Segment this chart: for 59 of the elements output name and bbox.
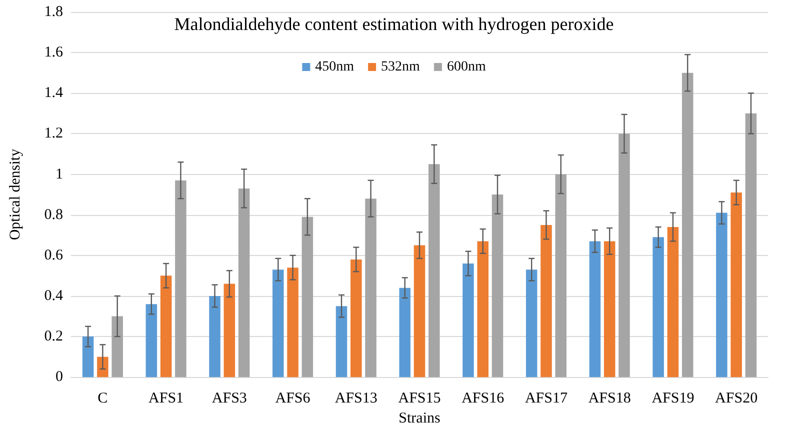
x-tick-label: AFS15 — [398, 390, 441, 407]
bar — [462, 264, 474, 378]
bar — [146, 304, 158, 378]
bar — [526, 270, 538, 378]
bar — [618, 134, 630, 378]
x-tick-label: AFS1 — [148, 390, 184, 407]
bar — [477, 241, 488, 378]
y-axis-title: Optical density — [8, 148, 24, 240]
bar — [492, 194, 504, 378]
y-tick-label: 1.2 — [44, 126, 63, 142]
bar — [336, 306, 348, 378]
y-tick-label: 1.4 — [44, 85, 64, 102]
x-tick-label: AFS20 — [715, 390, 758, 407]
bar — [82, 336, 94, 378]
bar — [209, 296, 220, 378]
bar — [302, 216, 314, 378]
x-tick-label: AFS18 — [588, 390, 631, 407]
bar — [652, 237, 664, 378]
bar — [399, 288, 410, 378]
bar — [175, 180, 186, 378]
bar — [224, 284, 236, 378]
y-tick-label: 0.8 — [44, 206, 63, 223]
x-tick-label: C — [98, 390, 108, 407]
x-tick-label: AFS3 — [212, 390, 247, 407]
bar — [160, 276, 172, 378]
bar — [716, 212, 728, 378]
bar — [365, 198, 376, 378]
bar — [287, 268, 298, 378]
legend-label: 532nm — [381, 60, 420, 74]
y-tick-label: 1 — [56, 166, 63, 182]
legend-label: 450nm — [315, 60, 354, 74]
bar — [555, 174, 567, 378]
bar — [428, 164, 440, 378]
x-tick-label: AFS19 — [652, 390, 694, 407]
bar — [272, 270, 284, 378]
chart-title: Malondialdehyde content estimation with hydrogen peroxide — [174, 14, 614, 34]
x-tick-label: AFS17 — [524, 390, 568, 407]
y-tick-label: 0.6 — [44, 247, 64, 264]
bar — [682, 72, 694, 378]
y-tick-label: 1.8 — [44, 4, 63, 20]
bar — [112, 316, 123, 378]
bar — [745, 113, 757, 378]
y-tick-label: 0 — [56, 369, 63, 386]
bar — [238, 188, 250, 378]
bar — [350, 259, 362, 378]
x-tick-label: AFS16 — [462, 390, 505, 407]
x-axis-title: Strains — [398, 410, 440, 426]
y-tick-label: 0.4 — [44, 288, 64, 304]
bar — [604, 241, 616, 378]
bar — [667, 227, 679, 378]
bar — [589, 241, 601, 378]
bar — [730, 192, 742, 378]
y-tick-label: 1.6 — [44, 44, 64, 61]
bar — [414, 245, 426, 378]
bar — [540, 224, 552, 378]
y-tick-label: 0.2 — [44, 328, 63, 345]
x-tick-label: AFS13 — [334, 390, 378, 407]
legend-label: 600nm — [446, 60, 486, 74]
x-tick-label: AFS6 — [275, 390, 311, 407]
